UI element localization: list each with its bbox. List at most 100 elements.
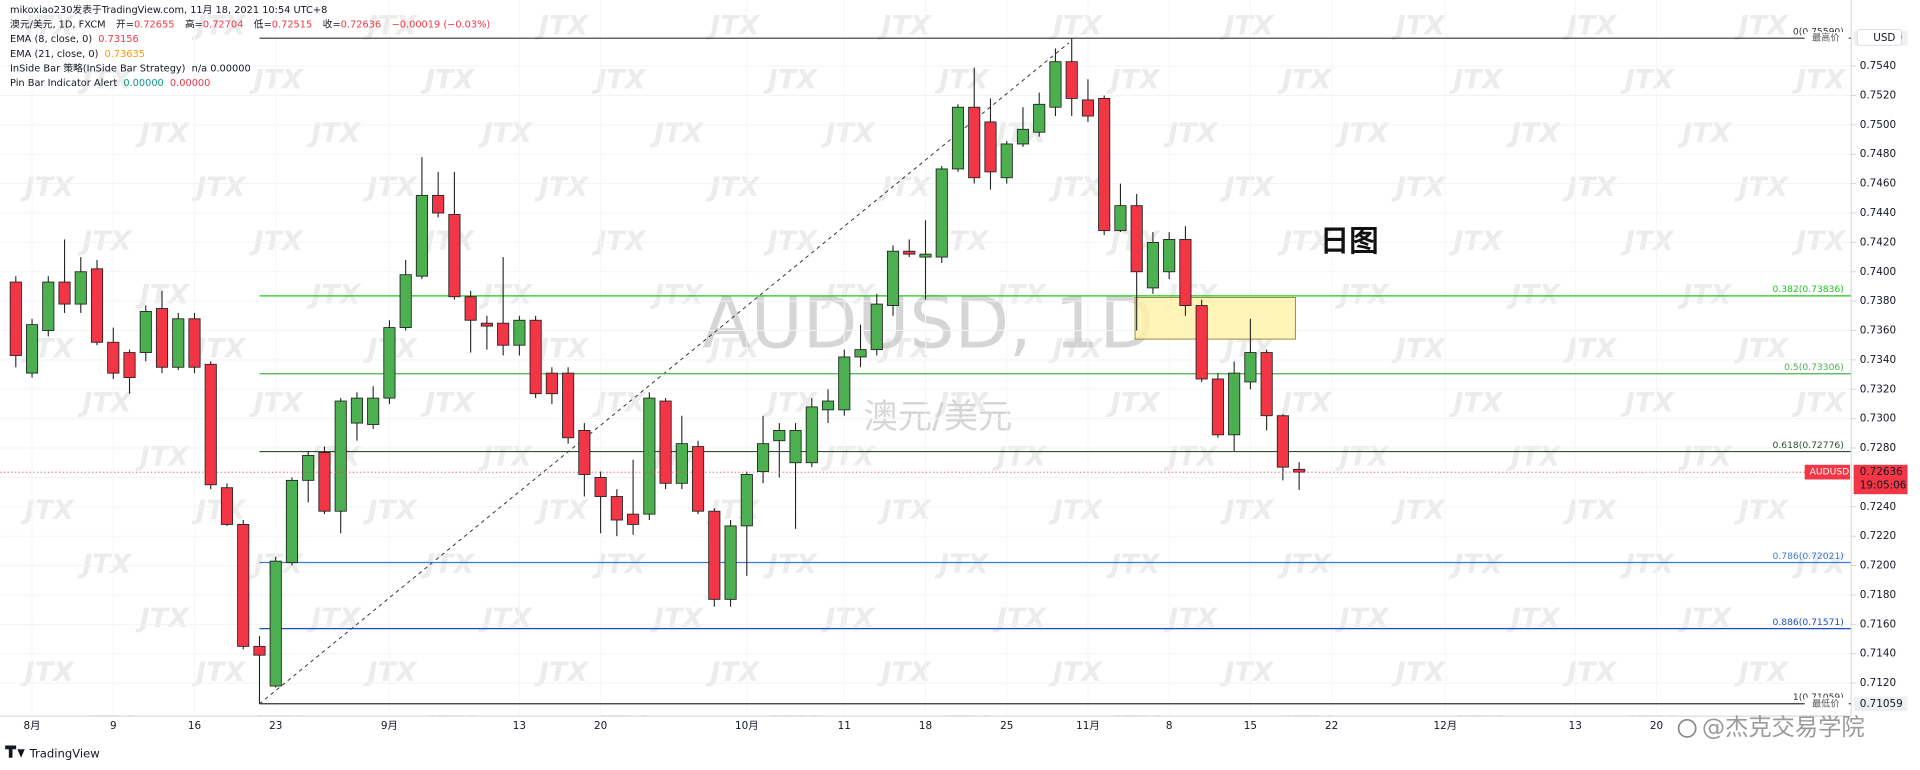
candle-body xyxy=(253,645,266,656)
jtx-watermark: JTX xyxy=(77,226,132,257)
candle-body xyxy=(1114,205,1127,232)
candle-body xyxy=(773,429,786,442)
candle-body xyxy=(58,281,71,305)
y-tick-label: 0.7320 xyxy=(1860,383,1896,395)
indicator-value: 0.00000 xyxy=(123,78,163,89)
candle-body xyxy=(1016,128,1030,145)
jtx-watermark: JTX xyxy=(1677,603,1732,634)
open-value: 0.72655 xyxy=(134,19,174,30)
jtx-watermark: JTX xyxy=(1106,64,1161,95)
jtx-watermark: JTX xyxy=(1562,10,1617,41)
jtx-watermark: JTX xyxy=(1163,118,1218,149)
jtx-watermark: JTX xyxy=(1506,118,1561,149)
x-tick-label: 15 xyxy=(1244,720,1257,732)
candle-body xyxy=(870,303,883,351)
candle-body xyxy=(513,319,526,346)
y-tick-label: 0.7300 xyxy=(1860,413,1896,425)
jtx-watermark: JTX xyxy=(1334,118,1389,149)
symbol-watermark: AUDUSD, 1D xyxy=(702,282,1154,365)
jtx-watermark: JTX xyxy=(478,603,533,634)
candle-body xyxy=(42,281,55,331)
jtx-watermark: JTX xyxy=(1334,603,1389,634)
candle-body xyxy=(188,318,201,368)
jtx-watermark: JTX xyxy=(1620,226,1675,257)
jtx-watermark: JTX xyxy=(420,226,475,257)
jtx-watermark: JTX xyxy=(1562,172,1617,203)
jtx-watermark: JTX xyxy=(478,118,533,149)
y-tick-label: 0.7340 xyxy=(1860,354,1896,366)
candle-body xyxy=(123,352,136,378)
x-tick-label: 9月 xyxy=(381,720,398,732)
candle-body xyxy=(318,452,331,512)
candle-body xyxy=(692,446,705,512)
jtx-watermark: JTX xyxy=(363,10,418,41)
x-tick-label: 13 xyxy=(1569,720,1582,732)
jtx-watermark: JTX xyxy=(1219,10,1274,41)
low-label: 低= xyxy=(254,17,272,30)
jtx-watermark: JTX xyxy=(992,441,1047,472)
candle-body xyxy=(1195,305,1208,380)
candle-body xyxy=(903,250,916,255)
jtx-watermark: JTX xyxy=(1106,387,1161,418)
jtx-watermark: JTX xyxy=(1048,172,1103,203)
jtx-watermark: JTX xyxy=(1048,495,1103,526)
y-tick-label: 0.7120 xyxy=(1860,677,1896,689)
y-tick-label: 0.7460 xyxy=(1860,178,1896,190)
candle-body xyxy=(1228,372,1241,436)
candle-body xyxy=(204,363,217,486)
jtx-watermark: JTX xyxy=(1506,603,1561,634)
candle-body xyxy=(1033,103,1046,133)
jtx-watermark: JTX xyxy=(306,441,361,472)
x-tick-label: 9 xyxy=(110,720,117,732)
footer: TradingView @杰克交易学院 xyxy=(5,714,1865,761)
jtx-watermark: JTX xyxy=(534,172,589,203)
x-tick-label: 18 xyxy=(919,720,932,732)
jtx-watermark: JTX xyxy=(249,64,304,95)
fib-tag: 最低价 xyxy=(1812,697,1840,709)
candle-body xyxy=(805,406,818,464)
jtx-watermark: JTX xyxy=(1791,387,1846,418)
candle-body xyxy=(415,194,428,277)
candle-body xyxy=(1065,61,1078,99)
candle-body xyxy=(610,496,623,521)
candle-body xyxy=(594,476,607,497)
candle-body xyxy=(984,121,997,173)
jtx-watermark: JTX xyxy=(249,226,304,257)
x-tick-label: 11 xyxy=(838,720,851,732)
candle-body xyxy=(740,474,753,527)
candle-body xyxy=(789,429,802,464)
fib-tag: 最高价 xyxy=(1812,32,1840,44)
candle-body xyxy=(935,168,948,258)
jtx-watermark: JTX xyxy=(705,172,760,203)
jtx-watermark: JTX xyxy=(1734,10,1789,41)
candle-body xyxy=(951,106,965,170)
candle-body xyxy=(432,194,445,214)
y-tick-label: 0.7440 xyxy=(1860,207,1896,219)
x-tick-label: 12月 xyxy=(1434,720,1458,732)
candle-body xyxy=(756,443,770,472)
x-tick-label: 8月 xyxy=(24,720,41,732)
candle-body xyxy=(675,443,688,484)
jtx-watermark: JTX xyxy=(1219,495,1274,526)
symbol-tag-box xyxy=(1804,464,1850,480)
jtx-watermark: JTX xyxy=(77,549,132,580)
time-axis-bg xyxy=(0,716,1920,770)
close-label: 收= xyxy=(323,17,341,30)
candle-body xyxy=(25,324,39,374)
candle-body xyxy=(1179,239,1192,306)
candle-body xyxy=(1293,468,1306,473)
jtx-watermark: JTX xyxy=(135,603,190,634)
jtx-watermark: JTX xyxy=(1620,549,1675,580)
indicator-value: 0.00000 xyxy=(170,78,210,89)
jtx-watermark: JTX xyxy=(191,495,246,526)
x-tick-label: 16 xyxy=(188,720,201,732)
candle-body xyxy=(1146,241,1159,289)
y-tick-label: 0.7400 xyxy=(1860,266,1896,278)
jtx-watermark: JTX xyxy=(1448,387,1503,418)
jtx-watermark: JTX xyxy=(363,495,418,526)
fib-level-label: 0.618(0.72776) xyxy=(1773,440,1844,451)
jtx-watermark: JTX xyxy=(249,387,304,418)
y-tick-label: 0.7240 xyxy=(1860,501,1896,513)
